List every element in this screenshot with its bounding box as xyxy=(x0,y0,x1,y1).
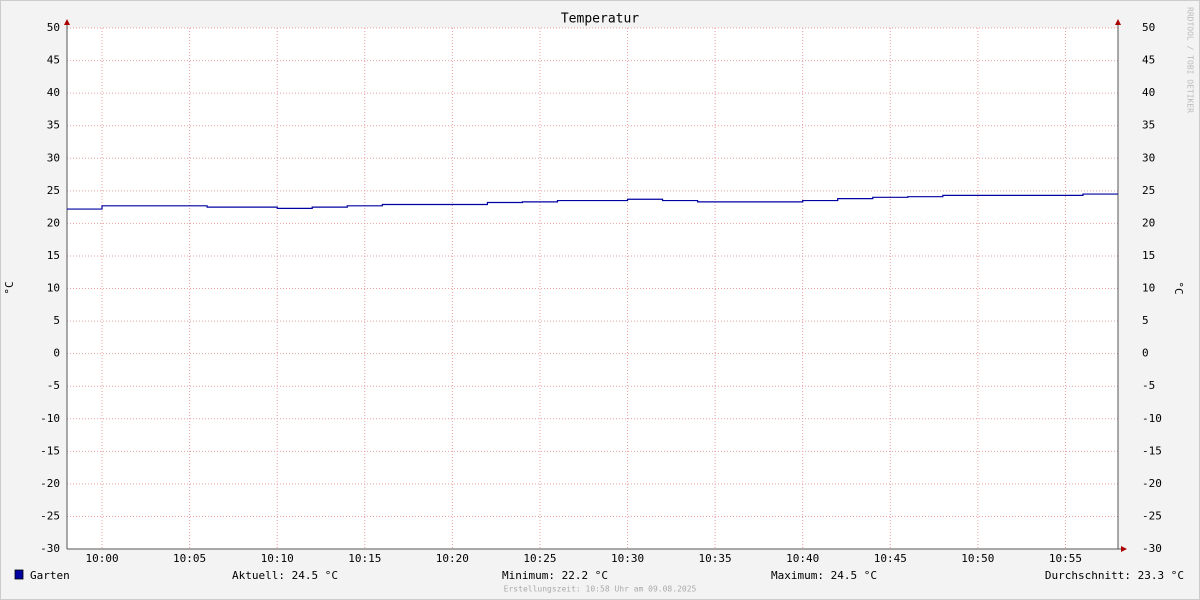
y2-tick-label: 0 xyxy=(1142,347,1149,360)
chart-title: Temperatur xyxy=(561,12,639,27)
y2-tick-label: 10 xyxy=(1142,282,1155,295)
stat: Minimum: 22.2 °C xyxy=(502,569,608,582)
x-tick-label: 10:20 xyxy=(436,552,469,565)
y-tick-label: 0 xyxy=(53,347,60,360)
x-tick-label: 10:40 xyxy=(786,552,819,565)
y-tick-label: 20 xyxy=(47,216,60,229)
y-tick-label: 40 xyxy=(47,86,60,99)
y2-tick-label: 25 xyxy=(1142,184,1155,197)
series-line xyxy=(67,193,1118,210)
x-tick-label: 10:25 xyxy=(523,552,556,565)
y2-axis-label: °C xyxy=(1172,281,1185,294)
y2-tick-label: -25 xyxy=(1142,509,1162,522)
y-tick-label: 25 xyxy=(47,184,60,197)
footer: Erstellungszeit: 10:58 Uhr am 09.08.2025 xyxy=(504,585,697,594)
axis-arrow xyxy=(1121,546,1127,552)
y2-tick-label: -5 xyxy=(1142,379,1155,392)
x-tick-label: 10:55 xyxy=(1049,552,1082,565)
y-tick-label: -5 xyxy=(47,379,60,392)
y-tick-label: -30 xyxy=(40,542,60,555)
y-tick-label: -20 xyxy=(40,477,60,490)
y2-tick-label: 35 xyxy=(1142,119,1155,132)
x-tick-label: 10:45 xyxy=(874,552,907,565)
y2-tick-label: -30 xyxy=(1142,542,1162,555)
y-tick-label: 35 xyxy=(47,119,60,132)
axis-arrow xyxy=(64,19,70,25)
y-tick-label: 15 xyxy=(47,249,60,262)
x-tick-label: 10:10 xyxy=(261,552,294,565)
x-tick-label: 10:05 xyxy=(173,552,206,565)
watermark: RRDTOOL / TOBI OETIKER xyxy=(1186,7,1195,113)
y2-tick-label: -20 xyxy=(1142,477,1162,490)
legend-entry: Garten xyxy=(30,569,70,582)
y2-tick-label: 40 xyxy=(1142,86,1155,99)
y2-tick-label: 5 xyxy=(1142,314,1149,327)
y-tick-label: 5 xyxy=(53,314,60,327)
legend-swatch xyxy=(14,569,24,580)
axis-arrow xyxy=(1115,19,1121,25)
stat: Maximum: 24.5 °C xyxy=(771,569,877,582)
y2-tick-label: 45 xyxy=(1142,54,1155,67)
y2-tick-label: -15 xyxy=(1142,444,1162,457)
y-axis-label: °C xyxy=(3,281,16,294)
y-tick-label: 10 xyxy=(47,282,60,295)
stat: Durchschnitt: 23.3 °C xyxy=(1045,569,1184,582)
x-tick-label: 10:00 xyxy=(85,552,118,565)
y2-tick-label: 50 xyxy=(1142,21,1155,34)
stat: Aktuell: 24.5 °C xyxy=(232,569,338,582)
y2-tick-label: 30 xyxy=(1142,151,1155,164)
y-tick-label: -25 xyxy=(40,509,60,522)
y-tick-label: 30 xyxy=(47,151,60,164)
y2-tick-label: -10 xyxy=(1142,412,1162,425)
y-tick-label: -10 xyxy=(40,412,60,425)
x-tick-label: 10:30 xyxy=(611,552,644,565)
y-tick-label: -15 xyxy=(40,444,60,457)
y2-tick-label: 15 xyxy=(1142,249,1155,262)
x-tick-label: 10:15 xyxy=(348,552,381,565)
y-tick-label: 50 xyxy=(47,21,60,34)
y2-tick-label: 20 xyxy=(1142,216,1155,229)
x-tick-label: 10:35 xyxy=(699,552,732,565)
y-tick-label: 45 xyxy=(47,54,60,67)
x-tick-label: 10:50 xyxy=(961,552,994,565)
